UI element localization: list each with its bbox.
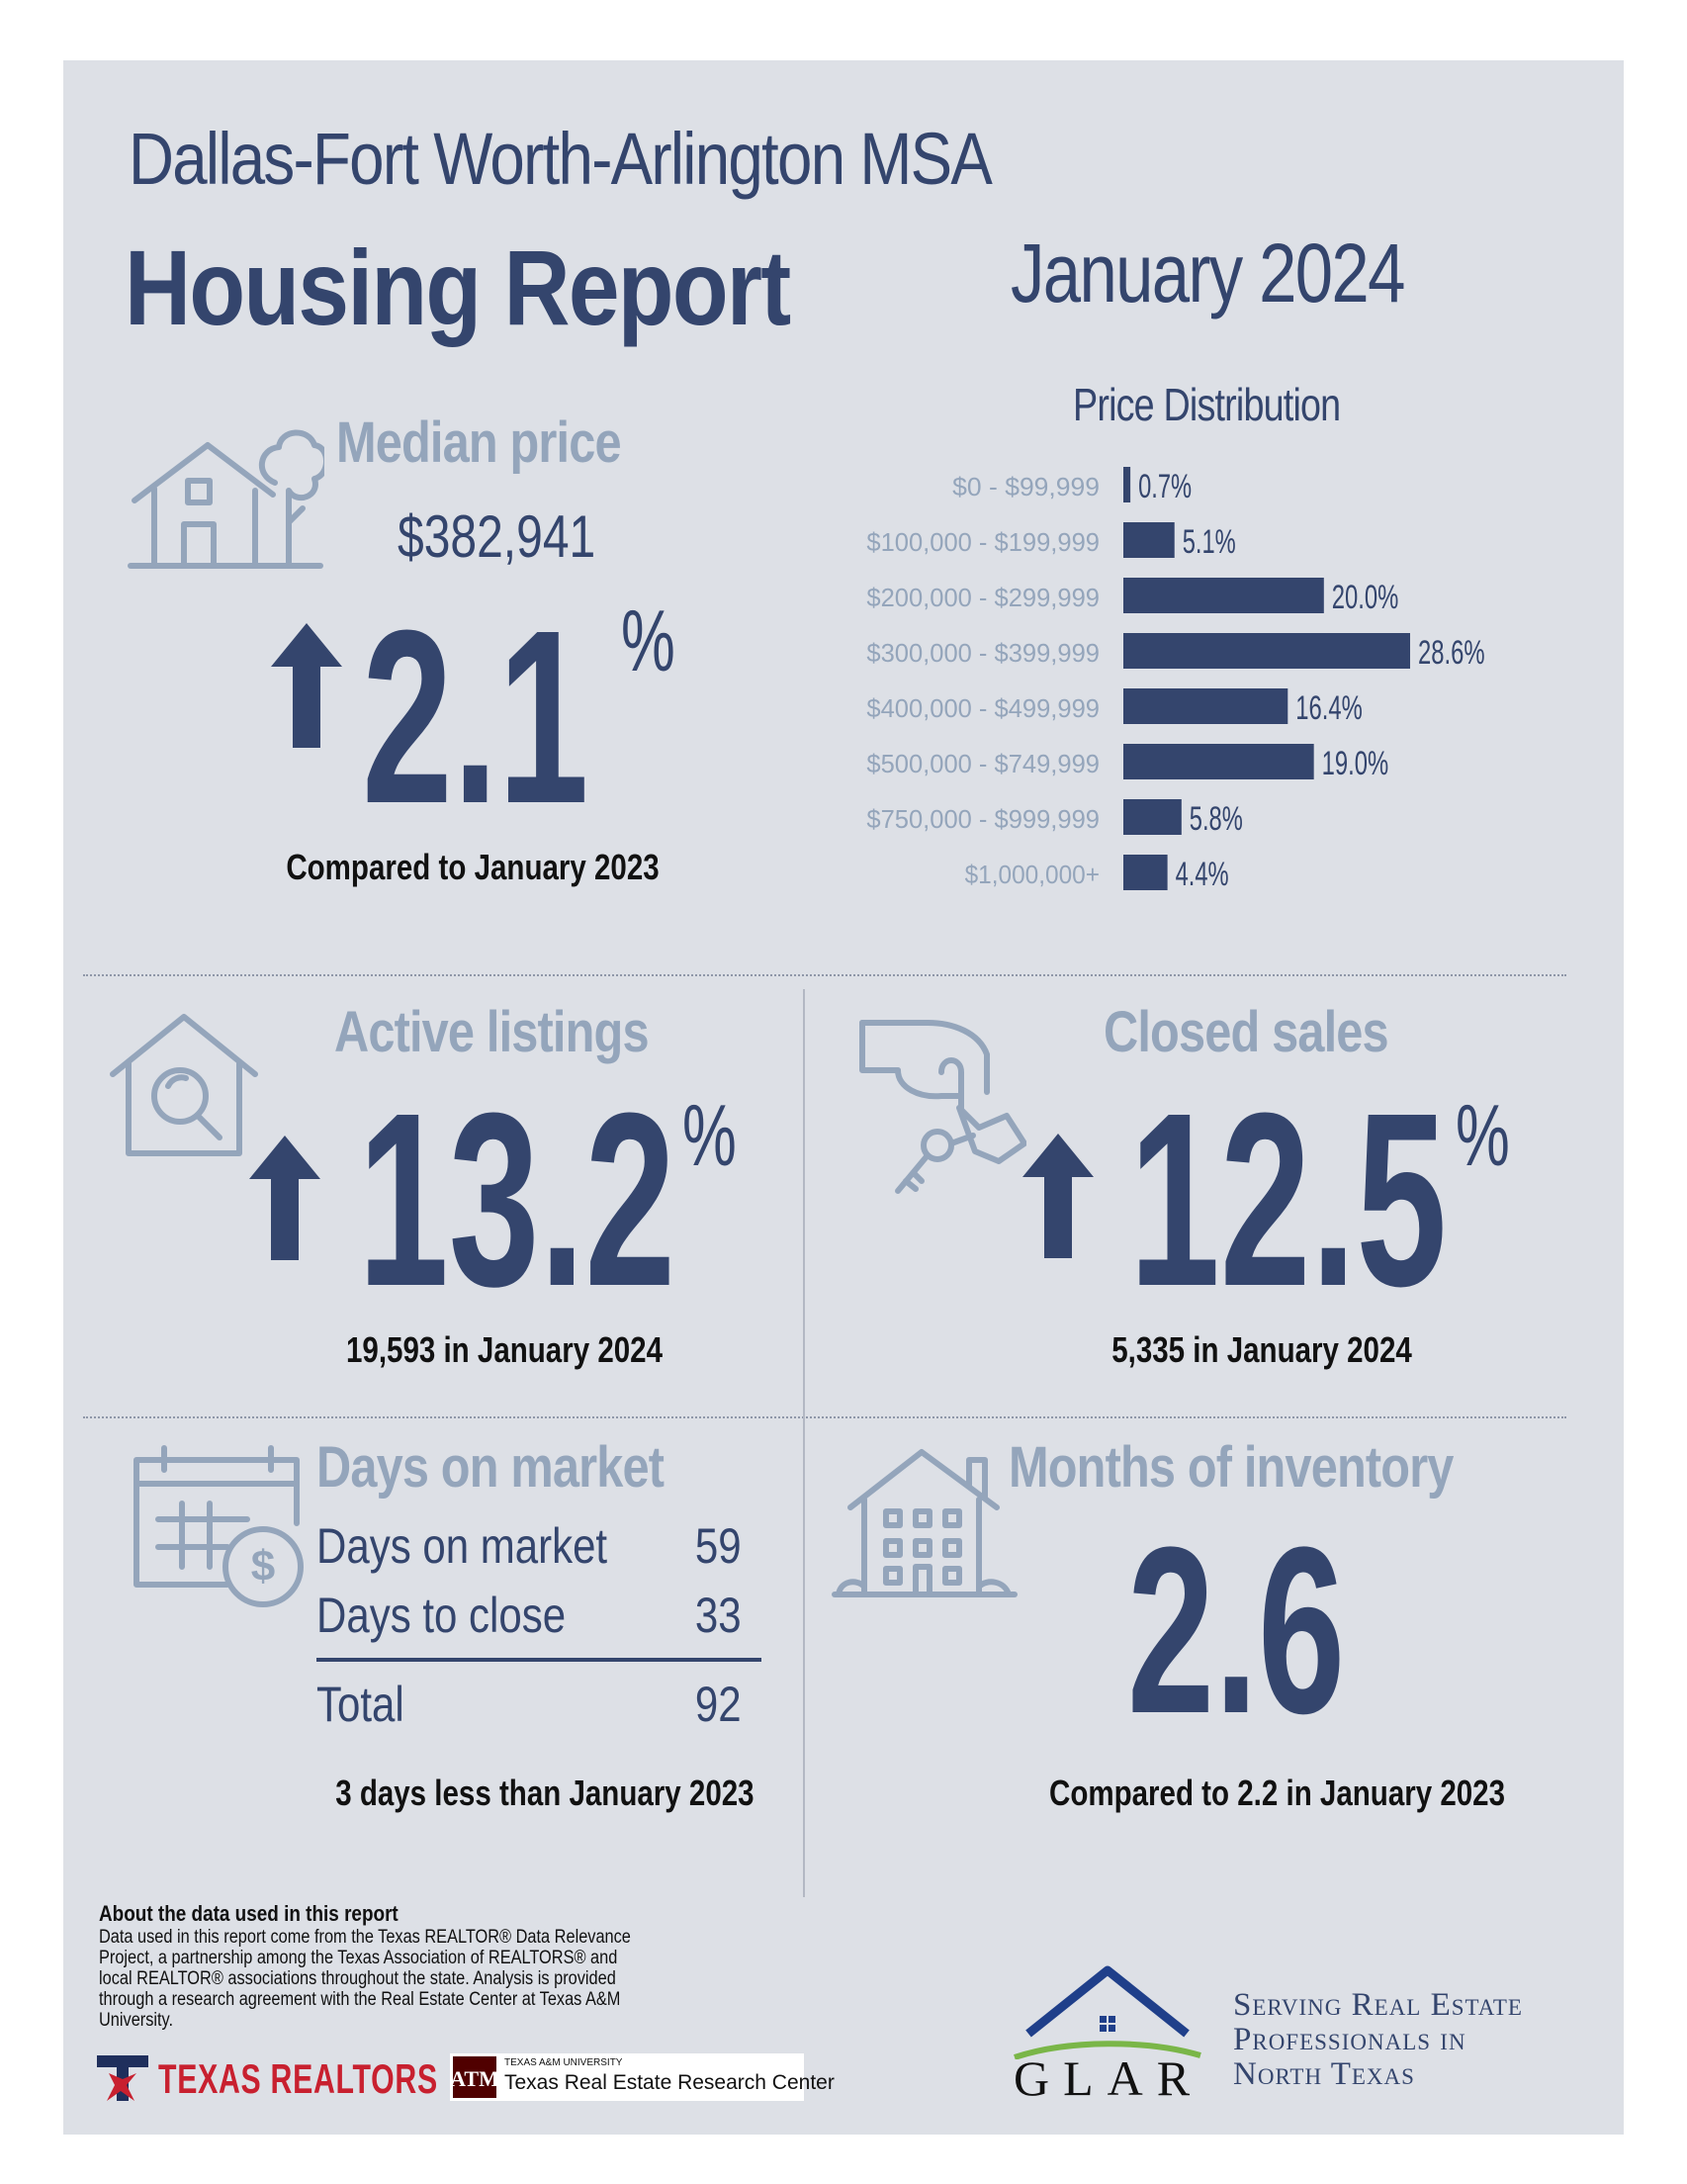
glar-tagline-line1: Serving Real Estate — [1233, 1987, 1523, 2023]
tamu-name: Texas Real Estate Research Center — [504, 2071, 835, 2094]
active-listings-pct: % — [682, 1086, 737, 1184]
median-price-value: $382,941 — [398, 503, 596, 570]
days-on-market-value: 59 — [695, 1518, 742, 1574]
price-category-label: $1,000,000+ — [965, 860, 1100, 889]
price-bar-value-label: 20.0% — [1332, 579, 1399, 616]
texas-realtors-logo-icon — [97, 2055, 148, 2101]
median-price-caption: Compared to January 2023 — [286, 847, 660, 887]
closed-sales-pct: % — [1456, 1086, 1510, 1184]
price-category-label: $400,000 - $499,999 — [866, 693, 1100, 723]
arrow-up-icon — [271, 623, 342, 748]
divider-vertical — [803, 989, 805, 1897]
price-category-label: $500,000 - $749,999 — [866, 749, 1100, 778]
tamu-logo-icon: ATM — [453, 2056, 496, 2098]
price-bar-value-label: 5.8% — [1190, 800, 1243, 838]
median-price-title: Median price — [336, 410, 622, 475]
calendar-dollar-icon: $ — [133, 1445, 304, 1607]
glar-house-logo-icon — [1014, 1965, 1201, 2059]
days-to-close-value: 33 — [695, 1588, 742, 1643]
arrow-up-icon — [1022, 1134, 1094, 1258]
total-rule — [316, 1658, 761, 1662]
price-distribution-chart: $0 - $99,999 0.7% $100,000 - $199,999 5.1% $… — [866, 467, 1485, 893]
price-bar-value-label: 28.6% — [1418, 634, 1485, 672]
price-bar-value-label: 4.4% — [1176, 856, 1229, 893]
price-bar-value-label: 19.0% — [1322, 745, 1389, 782]
days-to-close-label: Days to close — [316, 1588, 567, 1643]
arrow-up-icon — [249, 1136, 320, 1260]
glar-tagline-line2: Professionals in — [1233, 2022, 1466, 2057]
closed-sales-change: 12.5 — [1129, 1061, 1448, 1337]
price-bar — [1123, 522, 1175, 558]
price-bar — [1123, 633, 1410, 669]
glar-tagline-line3: North Texas — [1233, 2056, 1415, 2092]
svg-text:ATM: ATM — [453, 2066, 496, 2091]
tamu-small-label: TEXAS A&M UNIVERSITY — [504, 2057, 623, 2068]
price-bar-value-label: 16.4% — [1295, 689, 1363, 727]
months-inventory-title: Months of inventory — [1009, 1435, 1454, 1500]
total-label: Total — [316, 1677, 404, 1732]
house-search-icon — [110, 1014, 258, 1156]
closed-sales-title: Closed sales — [1104, 1000, 1389, 1064]
months-inventory-value: 2.6 — [1127, 1498, 1346, 1763]
price-category-label: $300,000 - $399,999 — [866, 638, 1100, 668]
divider-middle — [83, 1416, 1566, 1418]
closed-sales-caption: 5,335 in January 2024 — [1111, 1329, 1412, 1370]
active-listings-caption: 19,593 in January 2024 — [345, 1329, 664, 1370]
price-category-label: $100,000 - $199,999 — [866, 527, 1100, 557]
price-category-label: $200,000 - $299,999 — [866, 583, 1100, 612]
days-on-market-title: Days on market — [316, 1435, 665, 1500]
price-bar — [1123, 744, 1314, 779]
price-bar — [1123, 467, 1131, 502]
texas-realtors-wordmark: TEXAS REALTORS — [158, 2055, 438, 2102]
msa-title: Dallas-Fort Worth-Arlington MSA — [129, 118, 993, 200]
price-category-label: $750,000 - $999,999 — [866, 804, 1100, 834]
house-tree-icon — [128, 429, 324, 569]
price-bar — [1123, 578, 1324, 613]
price-bar-value-label: 5.1% — [1183, 523, 1236, 561]
price-bar-value-label: 0.7% — [1138, 468, 1192, 505]
tamu-logo-box — [450, 2053, 804, 2101]
median-price-pct: % — [621, 592, 675, 689]
svg-text:$: $ — [251, 1542, 275, 1591]
total-value: 92 — [695, 1677, 742, 1732]
price-bar — [1123, 799, 1182, 835]
days-on-market-label: Days on market — [316, 1518, 608, 1574]
price-bar — [1123, 688, 1288, 724]
days-on-market-caption: 3 days less than January 2023 — [335, 1773, 755, 1813]
apartment-house-icon — [832, 1449, 1018, 1597]
glar-tagline: Serving Real Estate Professionals in Nor… — [1233, 1988, 1523, 2092]
report-date: January 2024 — [1011, 227, 1405, 319]
active-listings-title: Active listings — [334, 1000, 650, 1064]
hand-keys-icon — [859, 1020, 1026, 1194]
report-title: Housing Report — [125, 228, 791, 347]
report-panel — [63, 60, 1624, 2135]
price-bar — [1123, 855, 1168, 890]
price-category-label: $0 - $99,999 — [952, 472, 1100, 501]
glar-wordmark: GLAR — [1014, 2050, 1204, 2106]
about-text: Data used in this report come from the T… — [99, 1927, 631, 2031]
median-price-change: 2.1 — [362, 579, 589, 855]
active-listings-change: 13.2 — [358, 1061, 676, 1337]
months-inventory-caption: Compared to 2.2 in January 2023 — [1049, 1773, 1506, 1813]
divider-top — [83, 974, 1566, 976]
price-distribution-title: Price Distribution — [1073, 379, 1341, 430]
about-title: About the data used in this report — [99, 1901, 399, 1926]
